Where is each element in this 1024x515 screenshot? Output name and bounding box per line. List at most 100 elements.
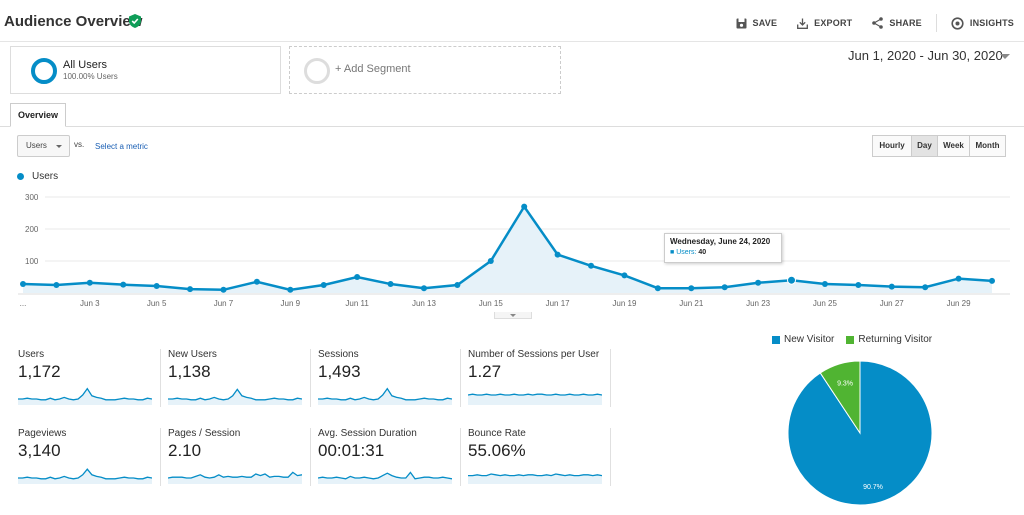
x-tick-label: Jun 5 bbox=[147, 299, 167, 308]
data-point[interactable] bbox=[855, 282, 862, 288]
chevron-down-icon[interactable] bbox=[1000, 54, 1010, 59]
data-point[interactable] bbox=[821, 281, 828, 288]
data-point[interactable] bbox=[287, 286, 294, 293]
metric-tile[interactable]: Number of Sessions per User 1.27 bbox=[468, 349, 610, 409]
chart-expand-handle[interactable] bbox=[494, 312, 532, 319]
dropdown-caret-icon bbox=[56, 145, 62, 148]
data-point[interactable] bbox=[86, 279, 93, 286]
data-point[interactable] bbox=[888, 283, 895, 290]
metric-tile[interactable]: Sessions 1,493 bbox=[318, 349, 460, 409]
data-point[interactable] bbox=[688, 285, 695, 292]
legend-users-label: Users bbox=[32, 171, 59, 182]
data-point[interactable] bbox=[253, 278, 260, 285]
save-button[interactable]: SAVE bbox=[736, 18, 778, 29]
chart-tooltip: Wednesday, June 24, 2020 ■ Users: 40 bbox=[664, 233, 782, 263]
metric-divider bbox=[610, 349, 611, 407]
data-point[interactable] bbox=[420, 285, 427, 292]
metric-tile[interactable]: Users 1,172 bbox=[18, 349, 160, 409]
tab-overview[interactable]: Overview bbox=[10, 103, 66, 127]
metric-tile[interactable]: Avg. Session Duration 00:01:31 bbox=[318, 428, 460, 488]
legend-returning-visitor[interactable]: Returning Visitor bbox=[858, 334, 933, 345]
data-point[interactable] bbox=[20, 281, 26, 288]
metric-dropdown-value: Users bbox=[26, 141, 47, 150]
date-range-picker[interactable]: Jun 1, 2020 - Jun 30, 2020 bbox=[848, 48, 1003, 63]
segment-ring-icon bbox=[31, 58, 57, 84]
segment-all-users[interactable]: All Users 100.00% Users bbox=[10, 46, 281, 94]
data-point[interactable] bbox=[387, 281, 394, 288]
metric-divider bbox=[310, 428, 311, 486]
granularity-week-button[interactable]: Week bbox=[937, 135, 970, 157]
pie-slice-label: 90.7% bbox=[863, 484, 883, 491]
metric-name: New Users bbox=[168, 349, 217, 360]
x-tick-label: Jun 19 bbox=[612, 299, 637, 308]
metric-name: Pages / Session bbox=[168, 428, 241, 439]
metric-divider bbox=[310, 349, 311, 407]
metric-dropdown[interactable]: Users bbox=[17, 135, 70, 157]
data-point[interactable] bbox=[354, 274, 361, 280]
data-point[interactable] bbox=[755, 279, 762, 286]
data-point[interactable] bbox=[487, 258, 494, 264]
metric-tile[interactable]: Pages / Session 2.10 bbox=[168, 428, 310, 488]
x-tick-label: Jun 17 bbox=[546, 299, 571, 308]
users-line-chart[interactable]: 100 200 300... Jun 3 Jun 5 Jun 7 Jun 9 Jun 11 Ju… bbox=[0, 185, 1024, 310]
export-label: EXPORT bbox=[814, 18, 853, 28]
data-point[interactable] bbox=[53, 282, 60, 288]
metric-value: 1,493 bbox=[318, 362, 361, 381]
data-point[interactable] bbox=[554, 251, 561, 258]
metric-divider bbox=[460, 349, 461, 407]
metric-name: Pageviews bbox=[18, 428, 67, 439]
export-button[interactable]: EXPORT bbox=[797, 18, 852, 29]
metric-tile[interactable]: Bounce Rate 55.06% bbox=[468, 428, 610, 488]
metric-sparkline bbox=[168, 471, 302, 484]
vs-label: vs. bbox=[74, 140, 85, 149]
data-point[interactable] bbox=[721, 284, 728, 291]
metric-sparkline bbox=[318, 387, 452, 405]
visitor-pie-chart[interactable]: 90.7% 9.3% bbox=[786, 359, 934, 507]
pie-slice[interactable] bbox=[819, 360, 861, 435]
add-segment-button[interactable]: + Add Segment bbox=[289, 46, 561, 94]
metric-sparkline bbox=[18, 387, 152, 405]
data-point[interactable] bbox=[120, 281, 127, 288]
x-tick-label: Jun 25 bbox=[813, 299, 838, 308]
pie-slice[interactable] bbox=[787, 360, 933, 506]
granularity-day-button[interactable]: Day bbox=[911, 135, 938, 157]
data-point[interactable] bbox=[320, 282, 327, 288]
metric-tile[interactable]: New Users 1,138 bbox=[168, 349, 310, 409]
insights-button[interactable]: INSIGHTS bbox=[951, 16, 1014, 30]
select-metric-link[interactable]: Select a metric bbox=[95, 142, 148, 151]
y-tick-label: 100 bbox=[25, 257, 39, 266]
data-point[interactable] bbox=[922, 284, 929, 291]
share-icon bbox=[872, 17, 884, 29]
x-tick-label: ... bbox=[20, 299, 27, 308]
data-point[interactable] bbox=[521, 203, 528, 210]
data-point[interactable] bbox=[621, 272, 628, 279]
metric-divider bbox=[610, 428, 611, 486]
x-tick-label: Jun 7 bbox=[214, 299, 234, 308]
data-point[interactable] bbox=[220, 286, 227, 293]
metric-value: 3,140 bbox=[18, 441, 61, 460]
data-point[interactable] bbox=[787, 275, 797, 285]
expand-arrow-icon bbox=[510, 314, 516, 317]
new-visitor-swatch bbox=[772, 335, 780, 344]
data-point[interactable] bbox=[955, 275, 962, 282]
pie-legend: New Visitor Returning Visitor bbox=[772, 334, 932, 345]
granularity-hourly-button[interactable]: Hourly bbox=[872, 135, 912, 157]
data-point[interactable] bbox=[454, 282, 461, 288]
data-point[interactable] bbox=[153, 282, 160, 289]
tooltip-value: 40 bbox=[698, 249, 707, 256]
data-point[interactable] bbox=[588, 262, 595, 269]
data-point[interactable] bbox=[187, 286, 194, 293]
granularity-month-button[interactable]: Month bbox=[969, 135, 1006, 157]
metric-divider bbox=[460, 428, 461, 486]
x-tick-label: Jun 15 bbox=[479, 299, 504, 308]
metric-value: 1,138 bbox=[168, 362, 211, 381]
granularity-toggle: Hourly Day Week Month bbox=[872, 135, 1006, 157]
insights-icon bbox=[951, 16, 964, 30]
metric-tile[interactable]: Pageviews 3,140 bbox=[18, 428, 160, 488]
metric-name: Sessions bbox=[318, 349, 359, 360]
data-point[interactable] bbox=[654, 285, 661, 292]
share-button[interactable]: SHARE bbox=[872, 17, 922, 29]
data-point[interactable] bbox=[989, 277, 995, 284]
legend-new-visitor[interactable]: New Visitor bbox=[784, 334, 835, 345]
verified-shield-icon bbox=[129, 14, 141, 28]
